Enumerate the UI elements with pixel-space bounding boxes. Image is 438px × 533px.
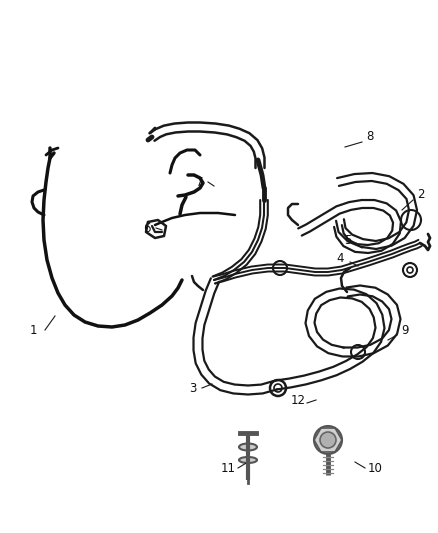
Text: 2: 2: [417, 189, 425, 201]
Text: 8: 8: [366, 131, 374, 143]
Text: 11: 11: [220, 462, 236, 474]
Text: 6: 6: [143, 222, 151, 235]
Circle shape: [314, 426, 342, 454]
Ellipse shape: [239, 443, 257, 450]
Text: 5: 5: [344, 233, 352, 246]
Text: 9: 9: [401, 324, 409, 336]
Text: 12: 12: [290, 393, 305, 407]
Text: 1: 1: [29, 324, 37, 336]
Text: 4: 4: [336, 252, 344, 264]
Circle shape: [320, 432, 336, 448]
Text: 7: 7: [196, 175, 204, 189]
Text: 10: 10: [367, 462, 382, 474]
Text: 3: 3: [189, 382, 197, 394]
Ellipse shape: [239, 457, 257, 463]
